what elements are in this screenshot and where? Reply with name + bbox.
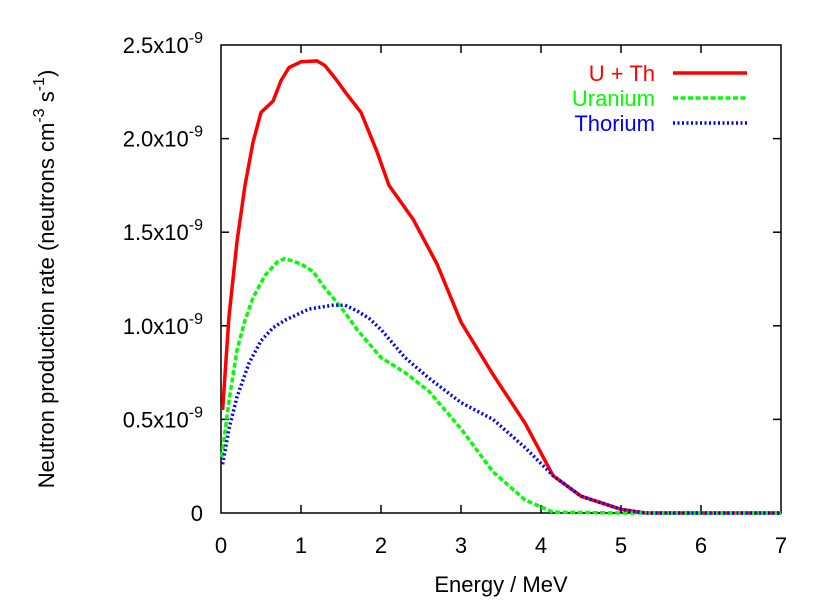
y-tick-label: 2.0x10-9 xyxy=(123,124,203,152)
plot-frame xyxy=(220,44,782,514)
x-tick-label: 3 xyxy=(455,533,467,558)
y-axis-title-sup2: -1 xyxy=(31,77,48,91)
y-tick-label: 1.0x10-9 xyxy=(123,311,203,339)
legend-label-uranium: Uranium xyxy=(572,86,655,111)
series-layer xyxy=(220,59,781,515)
series-line-thorium xyxy=(220,303,781,515)
y-axis-ticks: 0 0.5x10-9 1.0x10-9 1.5x10-9 2.0x10-9 2.5x10-… xyxy=(123,30,781,526)
plot-border xyxy=(220,44,782,514)
y-axis-title-mid: s xyxy=(34,91,59,108)
series-line-uranium xyxy=(220,256,781,515)
y-axis-title-end: ) xyxy=(34,70,59,77)
x-axis-title: Energy / MeV xyxy=(434,572,568,597)
y-tick-label: 0 xyxy=(191,501,203,526)
y-axis-title-sup1: -3 xyxy=(31,108,48,122)
y-axis-title-main: Neutron production rate (neutrons cm xyxy=(34,123,59,489)
y-tick-label: 1.5x10-9 xyxy=(123,217,203,245)
x-tick-label: 2 xyxy=(375,533,387,558)
x-axis-ticks: 0 1 2 3 4 5 6 7 xyxy=(215,45,787,558)
y-tick-label: 2.5x10-9 xyxy=(123,30,203,58)
x-tick-label: 1 xyxy=(295,533,307,558)
series-line-u-th xyxy=(220,59,781,515)
legend-label-thorium: Thorium xyxy=(574,111,655,136)
y-tick-label: 0.5x10-9 xyxy=(123,404,203,432)
x-tick-label: 0 xyxy=(215,533,227,558)
x-tick-label: 6 xyxy=(695,533,707,558)
x-tick-label: 5 xyxy=(615,533,627,558)
legend-label-u-th: U + Th xyxy=(589,61,655,86)
y-axis-title: Neutron production rate (neutrons cm-3 s… xyxy=(31,70,59,489)
x-tick-label: 4 xyxy=(535,533,547,558)
x-tick-label: 7 xyxy=(775,533,787,558)
